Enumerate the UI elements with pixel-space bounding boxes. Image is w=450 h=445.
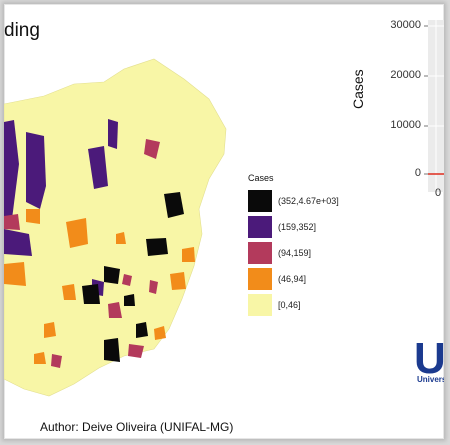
region-orange-southeast bbox=[170, 272, 186, 290]
legend-label: [0,46] bbox=[278, 300, 301, 310]
region-magenta-south-2 bbox=[149, 280, 158, 294]
ytick-label: 10000 bbox=[390, 119, 421, 131]
region-black-north bbox=[164, 192, 184, 218]
legend-item: (94,159] bbox=[248, 240, 339, 266]
legend-item: [0,46] bbox=[248, 292, 339, 318]
legend-swatch bbox=[248, 294, 272, 316]
region-orange-center bbox=[66, 218, 88, 248]
region-black-south-2 bbox=[136, 322, 148, 338]
state-region bbox=[4, 58, 227, 397]
map-legend: Cases (352,4.67e+03] (159,352] (94,159] … bbox=[248, 173, 339, 318]
legend-title: Cases bbox=[248, 173, 274, 183]
region-orange-south bbox=[44, 322, 56, 338]
region-magenta-west bbox=[4, 214, 20, 230]
region-orange-north bbox=[116, 232, 126, 244]
region-orange-southwest bbox=[34, 352, 46, 364]
region-magenta-center-2 bbox=[122, 274, 132, 286]
ytick-label: 30000 bbox=[390, 19, 421, 31]
legend-swatch bbox=[248, 216, 272, 238]
legend-label: (46,94] bbox=[278, 274, 307, 284]
region-orange-west bbox=[4, 262, 26, 286]
region-magenta-southwest bbox=[51, 354, 62, 368]
university-logo-subtitle: Universid bbox=[417, 375, 444, 384]
legend-item: (352,4.67e+03] bbox=[248, 188, 339, 214]
region-black-center-4 bbox=[124, 294, 135, 306]
region-purple-west-2 bbox=[4, 229, 32, 256]
legend-label: (159,352] bbox=[278, 222, 317, 232]
region-purple-west bbox=[4, 120, 19, 219]
legend-label: (352,4.67e+03] bbox=[278, 196, 339, 206]
legend-swatch bbox=[248, 190, 272, 212]
region-magenta-center bbox=[108, 302, 122, 318]
legend-swatch bbox=[248, 268, 272, 290]
legend-item: (159,352] bbox=[248, 214, 339, 240]
region-black-south bbox=[104, 338, 120, 362]
ytick-label: 0 bbox=[414, 167, 421, 179]
region-purple-north bbox=[88, 146, 108, 189]
region-black-center-3 bbox=[82, 284, 100, 304]
region-orange-northwest bbox=[26, 209, 40, 224]
xtick-label: 0 bbox=[435, 187, 441, 199]
author-credit: Author: Deive Oliveira (UNIFAL-MG) bbox=[40, 420, 234, 434]
region-magenta-south bbox=[128, 344, 144, 358]
university-logo: Un bbox=[414, 334, 444, 383]
region-orange-center-2 bbox=[62, 284, 76, 300]
legend-swatch bbox=[248, 242, 272, 264]
y-axis-label: Cases bbox=[350, 69, 366, 109]
region-purple-north-2 bbox=[108, 119, 118, 149]
region-black-center bbox=[146, 238, 168, 256]
region-orange-east bbox=[182, 247, 195, 262]
legend-label: (94,159] bbox=[278, 248, 312, 258]
image-frame: ding Cases ( bbox=[4, 4, 444, 439]
region-magenta-north bbox=[144, 139, 160, 159]
cases-plot: 0 Cases 30000 20000 10000 0 bbox=[350, 16, 444, 206]
ytick-label: 20000 bbox=[390, 69, 421, 81]
region-black-center-2 bbox=[104, 266, 120, 284]
map-title: ding bbox=[4, 20, 40, 41]
region-purple-northwest bbox=[26, 132, 46, 209]
legend-item: (46,94] bbox=[248, 266, 339, 292]
choropleth-map bbox=[4, 58, 227, 397]
plot-canvas: 0 bbox=[424, 20, 444, 199]
region-orange-south-2 bbox=[154, 326, 166, 340]
